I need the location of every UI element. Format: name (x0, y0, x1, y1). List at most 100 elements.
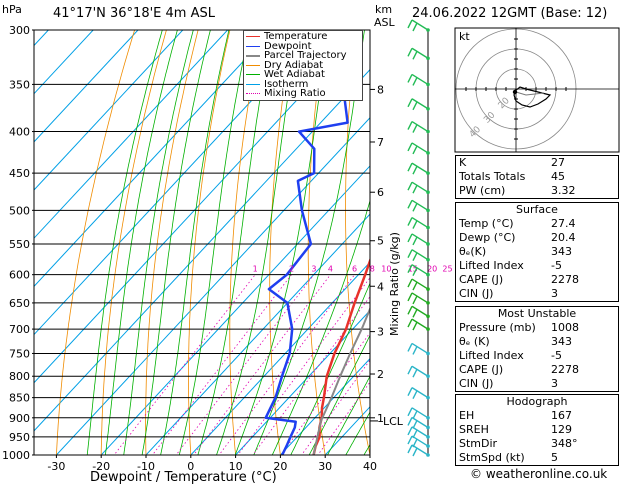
isotherm-line (55, 117, 370, 455)
legend-entry: Mixing Ratio (244, 89, 362, 99)
wind-barb-flag (407, 121, 413, 130)
wind-barb (411, 199, 429, 211)
wind-barb-flag (407, 365, 413, 375)
km-tick-label: 6 (377, 186, 384, 199)
most-unstable-label: Pressure (mb) (459, 321, 536, 334)
most-unstable-label: θₑ (K) (459, 335, 490, 348)
wind-barb (411, 181, 429, 193)
wind-barb-dot (426, 327, 430, 331)
mixing-ratio-label: 3 (311, 265, 316, 274)
temperature-tick-label: 30 (318, 460, 332, 473)
surface-label: CAPE (J) (459, 273, 504, 286)
hodograph-value: 5 (551, 451, 558, 464)
wind-barb-flag (412, 165, 418, 175)
wind-barb-flag (412, 236, 418, 246)
surface-row: Temp (°C) 27.4 (456, 217, 618, 231)
legend-swatch (246, 64, 260, 66)
pressure-tick-label: 300 (9, 24, 30, 37)
isotherm-line (34, 68, 370, 432)
wind-barb (411, 407, 429, 419)
mixing-ratio-line (113, 274, 256, 455)
index-value: 45 (551, 170, 565, 183)
wind-barb-dot (426, 287, 430, 291)
wind-barb-flag (407, 19, 413, 29)
surface-label: θₑ(K) (459, 245, 487, 258)
pressure-tick-label: 500 (9, 204, 30, 217)
wind-barb-flag (412, 410, 418, 420)
km-tick-label: 1 (377, 412, 384, 425)
wind-barb-flag (407, 200, 413, 209)
legend-label: Dry Adiabat (264, 59, 324, 71)
most-unstable-row: Lifted Index -5 (456, 349, 618, 363)
dry-adiabat-line (145, 30, 199, 455)
hodograph-panel-title: Hodograph (506, 395, 568, 408)
wind-barb-flag (407, 47, 413, 57)
legend-entry: Isotherm (244, 79, 362, 90)
most-unstable-label: CAPE (J) (459, 363, 504, 376)
wind-barb-flag (407, 435, 413, 445)
surface-label: Lifted Index (459, 259, 524, 272)
wind-barb-dot (426, 190, 430, 195)
wind-barb-dot (426, 374, 430, 379)
hodograph-label: StmDir (459, 437, 498, 450)
mixing-ratio-label: 10 (381, 265, 391, 274)
wind-barb-flag (412, 252, 418, 261)
wind-barb (411, 318, 429, 330)
wind-barb-flag (407, 305, 413, 315)
legend: Temperature Dewpoint Parcel Trajectory Dry … (243, 30, 363, 101)
index-value: 3.32 (551, 184, 576, 197)
wind-barb (411, 365, 429, 377)
wind-barb-flag (412, 50, 418, 60)
lcl-label: LCL (383, 415, 404, 428)
wind-barb-flag (407, 407, 413, 417)
wind-barb (411, 387, 429, 399)
surface-row: Dewp (°C) 20.4 (456, 231, 618, 245)
mixing-ratio-label: 1 (253, 265, 258, 274)
wind-barb-dot (426, 301, 430, 305)
mixing-ratio-line (193, 274, 331, 455)
isotherm-line (34, 30, 229, 239)
wind-barb-dot (426, 208, 430, 213)
asl-label: ASL (374, 16, 395, 29)
hodograph-value: 167 (551, 409, 572, 422)
most-unstable-value: 1008 (551, 321, 579, 334)
mixing-ratio-label: 25 (442, 265, 452, 274)
wind-barb-flag (412, 390, 418, 399)
wind-barb (411, 98, 429, 110)
wind-barb (411, 292, 429, 304)
mixing-ratio-line (252, 296, 370, 455)
most-unstable-label: CIN (J) (459, 377, 494, 390)
wind-barb (411, 142, 429, 154)
most-unstable-value: 2278 (551, 363, 579, 376)
surface-title: Surface (516, 203, 558, 216)
temperature-tick-label: -20 (92, 460, 110, 473)
most-unstable-row: CAPE (J) 2278 (456, 363, 618, 377)
wind-barb-dot (426, 106, 430, 111)
pressure-tick-label: 850 (9, 392, 30, 405)
surface-label: Dewp (°C) (459, 231, 516, 244)
wind-barb-flag (412, 267, 418, 276)
hodograph-row: SREH 129 (456, 423, 618, 437)
wind-barb-dot (426, 444, 430, 448)
wind-barb-flag (412, 101, 418, 111)
wind-barb-flag (407, 417, 413, 426)
surface-row: Lifted Index -5 (456, 259, 618, 273)
wind-barb-flag (407, 444, 413, 454)
temperature-tick-label: -30 (47, 460, 65, 473)
wind-barb-dot (426, 151, 430, 155)
wind-barb-flag (412, 346, 418, 355)
series-dewpoint (264, 30, 355, 455)
pressure-tick-label: 450 (9, 167, 30, 180)
wet-adiabat-line (345, 411, 370, 455)
legend-entry: Dry Adiabat (244, 59, 362, 71)
wind-barb-flag (412, 368, 418, 378)
wind-barb-flag (407, 217, 413, 226)
wind-barb-flag (412, 184, 418, 194)
legend-entry: Temperature (244, 32, 362, 42)
pressure-tick-label: 1000 (2, 449, 30, 462)
wind-barb-dot (426, 314, 430, 319)
hpa-label: hPa (2, 3, 22, 16)
surface-value: 3 (551, 287, 558, 300)
hodograph-trace (513, 86, 552, 108)
surface-label: CIN (J) (459, 287, 494, 300)
